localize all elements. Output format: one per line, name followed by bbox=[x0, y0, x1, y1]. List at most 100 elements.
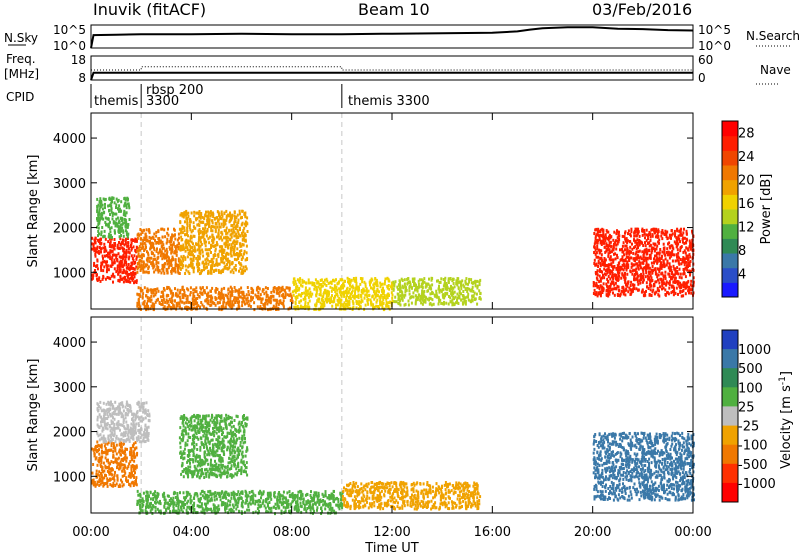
velocity-data-cell bbox=[103, 437, 106, 441]
power-data-cell bbox=[359, 282, 362, 286]
velocity-data-cell bbox=[122, 483, 125, 487]
velocity-data-cell bbox=[117, 426, 120, 430]
velocity-data-cell bbox=[140, 433, 143, 437]
power-data-cell bbox=[638, 243, 641, 247]
power-data-cell bbox=[245, 267, 248, 271]
power-data-cell bbox=[127, 257, 130, 261]
power-data-cell bbox=[357, 296, 360, 300]
power-data-cell bbox=[127, 197, 129, 201]
power-data-cell bbox=[625, 239, 627, 243]
power-data-cell bbox=[174, 247, 177, 251]
power-data-cell bbox=[210, 246, 212, 249]
power-data-cell bbox=[625, 288, 628, 292]
power-data-cell bbox=[690, 247, 692, 251]
power-data-cell bbox=[171, 243, 174, 247]
power-data-cell bbox=[218, 222, 221, 226]
power-data-cell bbox=[446, 283, 448, 287]
power-colorbar-tick: 4 bbox=[738, 268, 746, 283]
power-data-cell bbox=[237, 291, 240, 294]
power-data-cell bbox=[633, 278, 635, 282]
power-data-cell bbox=[687, 248, 690, 252]
power-data-cell bbox=[221, 270, 224, 273]
power-data-cell bbox=[334, 294, 336, 298]
power-data-cell bbox=[594, 263, 597, 267]
power-data-cell bbox=[356, 287, 359, 291]
power-data-cell bbox=[443, 282, 446, 286]
velocity-data-cell bbox=[102, 484, 105, 488]
power-data-cell bbox=[218, 291, 220, 295]
power-colorbar-swatch bbox=[722, 121, 738, 137]
power-data-cell bbox=[202, 254, 205, 258]
power-data-cell bbox=[162, 293, 165, 297]
power-data-cell bbox=[626, 249, 629, 253]
power-data-cell bbox=[360, 277, 363, 281]
power-data-cell bbox=[404, 293, 407, 297]
power-data-cell bbox=[168, 297, 171, 301]
power-data-cell bbox=[237, 302, 240, 306]
power-data-cell bbox=[209, 304, 212, 307]
power-data-cell bbox=[234, 301, 237, 304]
power-data-cell bbox=[617, 285, 620, 289]
power-data-cell bbox=[635, 271, 638, 275]
power-data-cell bbox=[209, 289, 212, 293]
power-data-cell bbox=[200, 301, 203, 304]
power-data-cell bbox=[197, 254, 200, 258]
velocity-data-cell bbox=[97, 434, 100, 438]
power-data-cell bbox=[249, 299, 252, 303]
power-data-cell bbox=[135, 281, 138, 284]
power-data-cell bbox=[599, 294, 602, 298]
power-data-cell bbox=[122, 230, 125, 234]
power-data-cell bbox=[142, 264, 145, 268]
power-data-cell bbox=[612, 267, 615, 271]
power-data-cell bbox=[104, 206, 106, 210]
power-data-cell bbox=[166, 271, 169, 275]
power-data-cell bbox=[616, 264, 619, 268]
power-data-cell bbox=[180, 235, 183, 239]
velocity-data-cell bbox=[114, 409, 117, 413]
velocity-data-cell bbox=[124, 431, 127, 434]
power-data-cell bbox=[624, 281, 627, 285]
power-data-cell bbox=[685, 240, 688, 244]
power-data-cell bbox=[342, 286, 344, 290]
power-data-cell bbox=[92, 244, 95, 248]
power-data-cell bbox=[317, 297, 320, 301]
power-data-cell bbox=[612, 260, 615, 264]
power-data-cell bbox=[614, 252, 617, 256]
power-data-cell bbox=[361, 280, 364, 284]
velocity-data-cell bbox=[105, 426, 107, 430]
power-data-cell bbox=[226, 266, 229, 270]
power-data-cell bbox=[192, 248, 195, 252]
power-data-cell bbox=[594, 271, 597, 274]
power-data-cell bbox=[230, 293, 232, 297]
power-data-cell bbox=[275, 306, 278, 310]
velocity-data-cell bbox=[125, 456, 128, 460]
power-data-cell bbox=[378, 290, 380, 294]
power-data-cell bbox=[373, 292, 376, 296]
power-data-cell bbox=[244, 258, 247, 262]
power-data-cell bbox=[201, 303, 204, 307]
power-data-cell bbox=[136, 292, 139, 296]
power-data-cell bbox=[123, 221, 126, 225]
power-data-cell bbox=[619, 268, 622, 272]
power-data-cell bbox=[179, 267, 182, 271]
power-data-cell bbox=[479, 292, 482, 296]
power-data-cell bbox=[318, 293, 321, 297]
power-data-cell bbox=[191, 265, 194, 269]
velocity-data-cell bbox=[146, 435, 148, 439]
power-data-cell bbox=[670, 291, 673, 295]
power-data-cell bbox=[110, 237, 113, 241]
velocity-data-cell bbox=[119, 428, 121, 432]
power-data-cell bbox=[132, 267, 135, 270]
power-data-cell bbox=[355, 302, 358, 305]
power-data-cell bbox=[147, 288, 150, 292]
power-data-cell bbox=[649, 235, 652, 239]
power-data-cell bbox=[197, 238, 200, 242]
power-data-cell bbox=[609, 282, 612, 286]
power-data-cell bbox=[615, 247, 618, 251]
power-data-cell bbox=[233, 296, 236, 300]
power-data-cell bbox=[100, 212, 103, 216]
power-data-cell bbox=[120, 262, 123, 266]
power-data-cell bbox=[137, 254, 140, 258]
power-data-cell bbox=[206, 248, 209, 252]
power-data-cell bbox=[242, 243, 245, 247]
